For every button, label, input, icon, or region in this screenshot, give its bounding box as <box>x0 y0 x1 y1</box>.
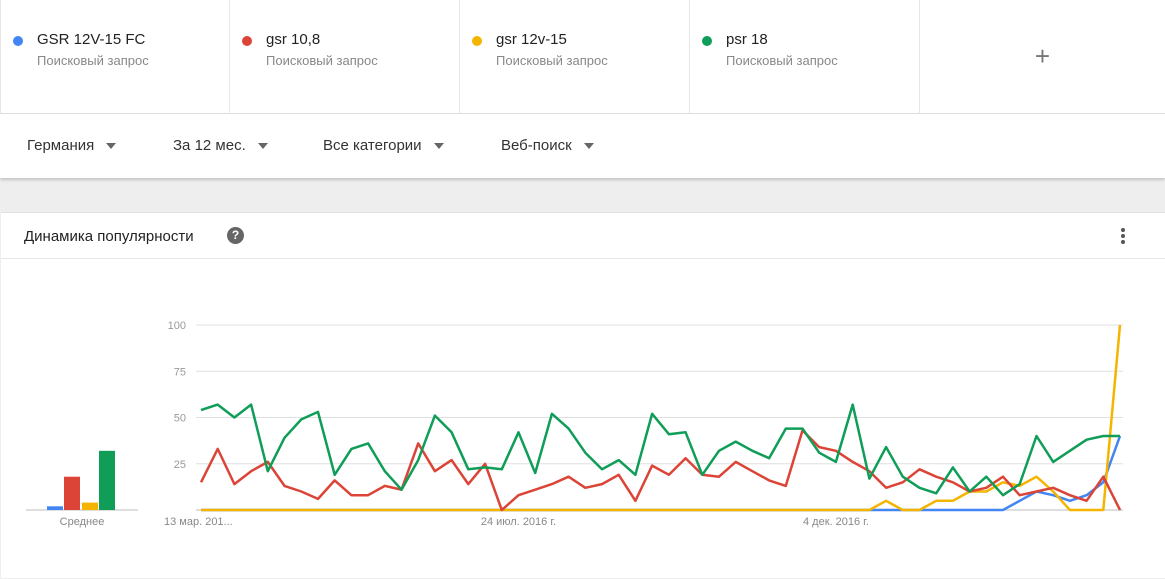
dropdown-arrow-icon <box>106 142 117 149</box>
y-tick-label: 50 <box>174 413 186 425</box>
x-tick-label: 24 июл. 2016 г. <box>481 516 556 528</box>
search-terms-bar: GSR 12V-15 FC Поисковый запрос gsr 10,8 … <box>0 0 1165 114</box>
term-color-dot <box>702 36 712 46</box>
term-name: psr 18 <box>726 31 768 48</box>
card-title: Динамика популярности <box>24 228 194 245</box>
term-type: Поисковый запрос <box>266 53 378 68</box>
dropdown-arrow-icon <box>433 142 444 149</box>
series-line-4 <box>200 403 1120 497</box>
interest-over-time-card: Динамика популярности ? 100 75 50 25 13 мар.… <box>1 212 1165 578</box>
average-bar <box>64 476 80 510</box>
term-name: gsr 10,8 <box>266 31 321 48</box>
series-line-2 <box>199 429 1122 512</box>
help-icon[interactable]: ? <box>227 227 244 244</box>
filters-bar: Германия За 12 мес. Все категории Веб-по… <box>0 114 1165 178</box>
region-label: Германия <box>27 137 95 154</box>
average-bar <box>47 506 63 510</box>
card-header: Динамика популярности ? <box>1 213 1165 259</box>
term-color-dot <box>13 36 23 46</box>
term-card-2[interactable]: gsr 10,8 Поисковый запрос <box>230 0 460 114</box>
dropdown-arrow-icon <box>257 142 268 149</box>
term-name: gsr 12v-15 <box>496 31 567 48</box>
period-dropdown[interactable]: За 12 мес. <box>173 137 268 154</box>
series-line-1 <box>201 435 1122 512</box>
add-term-button[interactable]: + <box>1034 41 1051 71</box>
more-options-icon[interactable] <box>1120 228 1126 246</box>
term-type: Поисковый запрос <box>37 53 149 68</box>
term-card-4[interactable]: psr 18 Поисковый запрос <box>690 0 920 114</box>
category-label: Все категории <box>323 137 422 154</box>
search-type-dropdown[interactable]: Веб-поиск <box>501 137 594 154</box>
average-bar <box>82 502 98 510</box>
y-tick-label: 25 <box>174 459 186 471</box>
region-dropdown[interactable]: Германия <box>27 137 117 154</box>
average-label: Среднее <box>60 516 105 528</box>
x-tick-label: 13 мар. 201... <box>164 516 233 528</box>
average-bar <box>99 450 115 510</box>
term-name: GSR 12V-15 FC <box>37 31 146 48</box>
series-line-3 <box>201 324 1122 512</box>
term-color-dot <box>242 36 252 46</box>
term-type: Поисковый запрос <box>496 53 608 68</box>
category-dropdown[interactable]: Все категории <box>323 137 444 154</box>
term-color-dot <box>472 36 482 46</box>
term-card-1[interactable]: GSR 12V-15 FC Поисковый запрос <box>0 0 230 114</box>
dropdown-arrow-icon <box>583 142 594 149</box>
term-card-3[interactable]: gsr 12v-15 Поисковый запрос <box>460 0 690 114</box>
y-tick-label: 100 <box>168 320 186 332</box>
trend-chart[interactable]: 100 75 50 25 13 мар. 201... 24 июл. 2016 г. 4 … <box>1 260 1165 579</box>
search-type-label: Веб-поиск <box>501 137 572 154</box>
x-tick-label: 4 дек. 2016 г. <box>803 516 869 528</box>
period-label: За 12 мес. <box>173 137 246 154</box>
term-type: Поисковый запрос <box>726 53 838 68</box>
y-tick-label: 75 <box>174 366 186 378</box>
